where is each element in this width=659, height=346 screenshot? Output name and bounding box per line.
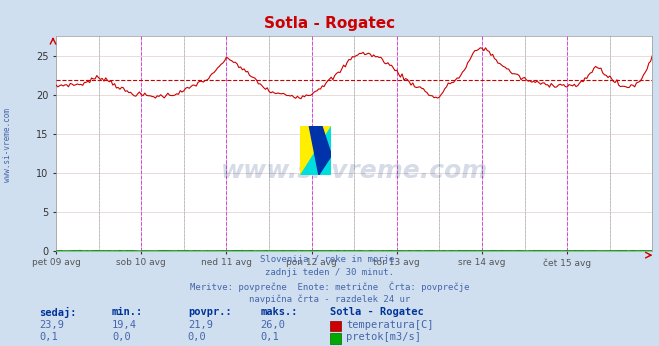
Text: 26,0: 26,0 <box>260 320 285 330</box>
Text: temperatura[C]: temperatura[C] <box>346 320 434 330</box>
Text: sedaj:: sedaj: <box>40 307 77 318</box>
Text: 19,4: 19,4 <box>112 320 137 330</box>
Text: navpična črta - razdelek 24 ur: navpična črta - razdelek 24 ur <box>249 295 410 304</box>
Text: Meritve: povprečne  Enote: metrične  Črta: povprečje: Meritve: povprečne Enote: metrične Črta:… <box>190 282 469 292</box>
Text: 0,1: 0,1 <box>40 333 58 342</box>
Text: 0,1: 0,1 <box>260 333 279 342</box>
Polygon shape <box>300 126 331 175</box>
Text: www.si-vreme.com: www.si-vreme.com <box>3 108 13 182</box>
Text: Sotla - Rogatec: Sotla - Rogatec <box>264 16 395 30</box>
Text: povpr.:: povpr.: <box>188 307 231 317</box>
Text: 0,0: 0,0 <box>188 333 206 342</box>
Polygon shape <box>300 126 331 175</box>
Text: 0,0: 0,0 <box>112 333 130 342</box>
Text: maks.:: maks.: <box>260 307 298 317</box>
Text: zadnji teden / 30 minut.: zadnji teden / 30 minut. <box>265 268 394 277</box>
Text: pretok[m3/s]: pretok[m3/s] <box>346 333 421 342</box>
Polygon shape <box>309 126 331 175</box>
Text: www.si-vreme.com: www.si-vreme.com <box>221 160 488 183</box>
Text: min.:: min.: <box>112 307 143 317</box>
Text: 23,9: 23,9 <box>40 320 65 330</box>
Text: 21,9: 21,9 <box>188 320 213 330</box>
Text: Sotla - Rogatec: Sotla - Rogatec <box>330 307 423 317</box>
Text: Slovenija / reke in morje.: Slovenija / reke in morje. <box>260 255 399 264</box>
